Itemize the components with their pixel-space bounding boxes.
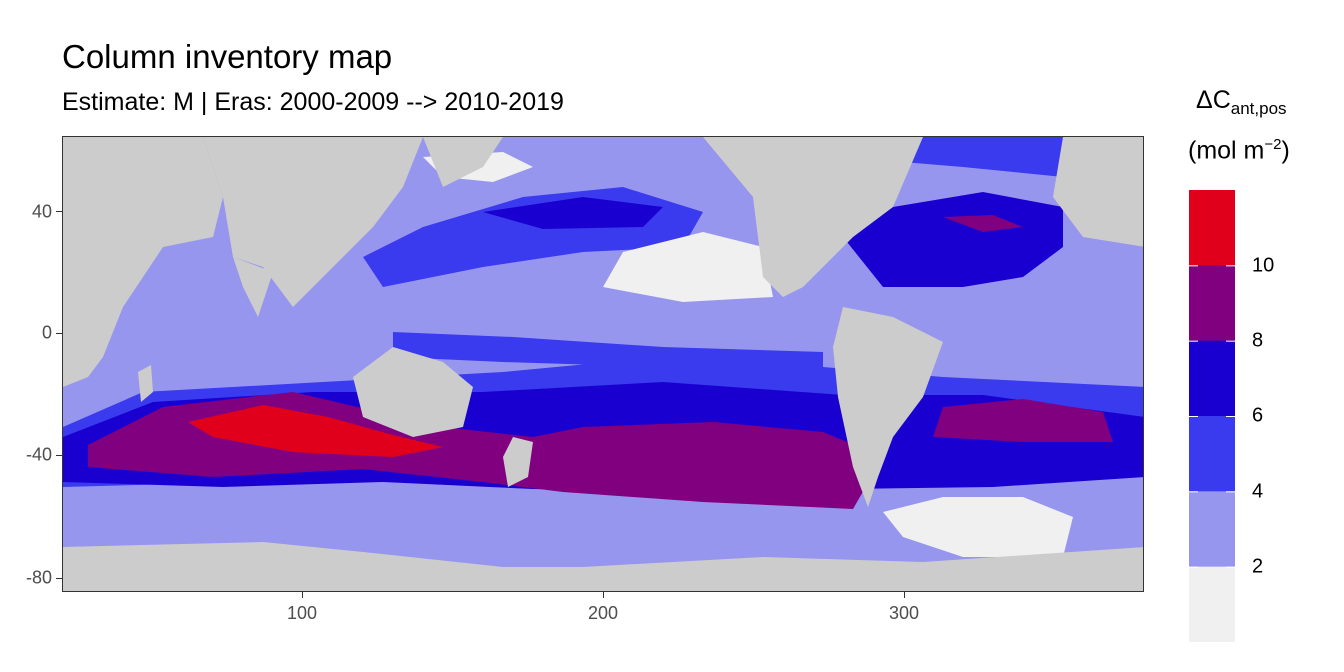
legend-tick xyxy=(1226,265,1235,267)
y-tick-label: 0 xyxy=(41,322,52,343)
legend-tick xyxy=(1226,416,1235,417)
legend-tick xyxy=(1226,340,1235,342)
legend-label: 8 xyxy=(1252,329,1264,352)
legend-tick xyxy=(1189,340,1198,342)
legend-label: 10 xyxy=(1252,254,1275,277)
ocean-band-6-8 xyxy=(843,192,1063,287)
legend-tick xyxy=(1226,566,1235,568)
y-tick-mark xyxy=(56,211,62,212)
legend-label: 6 xyxy=(1252,404,1264,427)
legend-swatch xyxy=(1189,340,1235,417)
legend-tick xyxy=(1189,566,1198,568)
legend-tick xyxy=(1189,416,1198,417)
land-eurasia xyxy=(203,137,423,307)
ocean-band-6-8 xyxy=(483,197,663,229)
land-madagascar xyxy=(138,365,153,402)
ocean-band-8-10 xyxy=(933,399,1113,442)
x-tick-mark xyxy=(603,592,604,598)
y-tick-label: 40 xyxy=(31,201,52,222)
y-tick-mark xyxy=(56,333,62,334)
y-tick-label: -40 xyxy=(25,444,52,465)
legend-swatch xyxy=(1189,566,1235,642)
ocean-band-8-10 xyxy=(943,215,1023,232)
ocean-inventory-map xyxy=(63,137,1143,591)
chart-title: Column inventory map xyxy=(62,38,393,75)
land-africa xyxy=(63,137,223,387)
x-tick-mark xyxy=(302,592,303,598)
x-tick-label: 300 xyxy=(888,603,920,623)
land-new-zealand xyxy=(503,437,533,487)
land-australia xyxy=(353,347,473,437)
legend-tick xyxy=(1189,491,1198,493)
legend-colorbar xyxy=(1189,190,1235,642)
land-asia-east xyxy=(423,137,503,187)
legend-units: (mol m−2) xyxy=(1188,136,1290,165)
y-tick-mark xyxy=(56,578,62,579)
legend-label: 2 xyxy=(1252,555,1264,578)
x-tick-label: 100 xyxy=(286,603,318,623)
land-europe xyxy=(1053,137,1143,247)
ocean-band-4-6 xyxy=(393,332,823,372)
legend-swatch xyxy=(1189,491,1235,568)
map-panel xyxy=(62,136,1144,592)
legend-label: 4 xyxy=(1252,480,1264,503)
ocean-band-4-6 xyxy=(893,137,1073,177)
chart-subtitle: Estimate: M | Eras: 2000-2009 --> 2010-2… xyxy=(62,88,564,116)
land-south-america xyxy=(833,307,943,507)
y-tick-label: -80 xyxy=(25,567,52,588)
ocean-band-10-plus xyxy=(188,405,443,457)
legend-tick xyxy=(1226,491,1235,493)
legend-tick xyxy=(1189,265,1198,267)
land-north-america xyxy=(703,137,923,297)
legend-title: ΔCant,pos xyxy=(1196,86,1287,118)
land-india xyxy=(233,257,273,317)
x-tick-mark xyxy=(904,592,905,598)
legend-swatch xyxy=(1189,190,1235,266)
ocean-band-0-2 xyxy=(603,232,773,302)
ocean-band-0-2 xyxy=(883,497,1073,557)
legend-swatch xyxy=(1189,265,1235,342)
y-tick-mark xyxy=(56,455,62,456)
x-tick-label: 200 xyxy=(587,603,619,623)
legend-swatch xyxy=(1189,416,1235,492)
land-antarctica xyxy=(63,542,1143,591)
